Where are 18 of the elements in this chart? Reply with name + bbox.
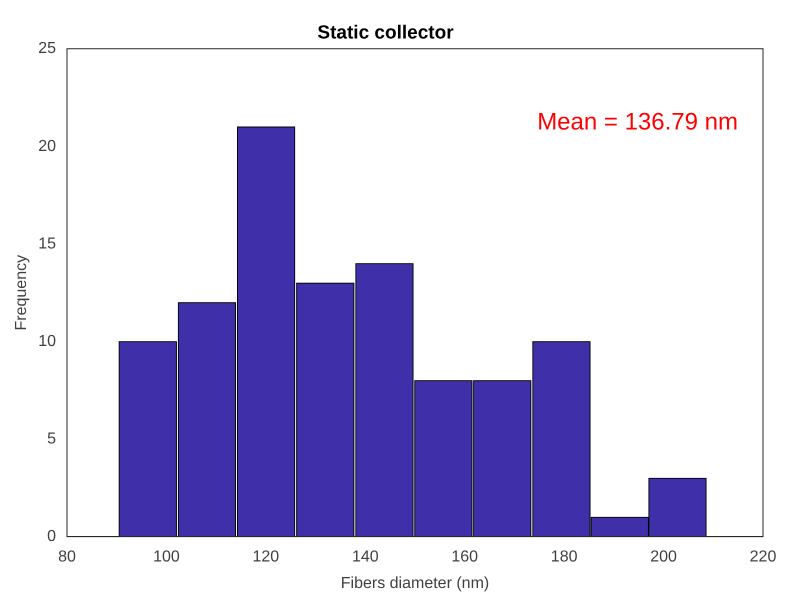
- y-tick-label: 0: [47, 528, 56, 546]
- y-tick-label: 5: [47, 430, 56, 448]
- y-tick-label: 15: [38, 235, 56, 252]
- x-tick-label: 100: [153, 548, 180, 566]
- x-tick-label: 200: [650, 548, 678, 566]
- x-tick-label: 140: [352, 548, 379, 566]
- y-tick-label: 20: [38, 138, 56, 155]
- y-tick-label: 10: [38, 332, 56, 350]
- x-axis-title: Fibers diameter (nm): [340, 574, 490, 592]
- y-tick-label: 25: [38, 40, 56, 58]
- x-tick-label: 80: [58, 548, 76, 566]
- y-axis-title: Frequency: [13, 254, 30, 330]
- annotation: Mean = 136.79 nm: [537, 108, 738, 136]
- x-tick-label: 120: [252, 548, 280, 566]
- x-tick-label: 180: [550, 548, 578, 566]
- chart-title: Static collector: [317, 22, 454, 44]
- x-tick-label: 160: [451, 548, 478, 566]
- x-tick-label: 220: [750, 548, 776, 566]
